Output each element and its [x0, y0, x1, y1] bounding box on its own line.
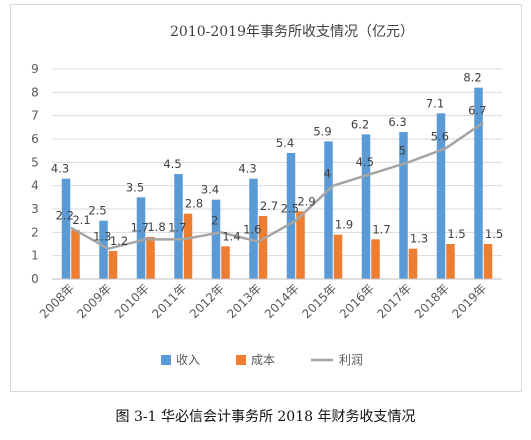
data-label-profit: 6.7 — [468, 104, 486, 118]
data-label-income: 5.4 — [276, 136, 294, 150]
data-label-income: 3.4 — [201, 183, 219, 197]
x-tick-label: 2015年 — [299, 281, 339, 321]
bar-cost — [258, 216, 268, 279]
data-label-cost: 1.3 — [410, 232, 428, 246]
data-label-cost: 1.8 — [147, 220, 165, 234]
bar-income — [436, 113, 446, 279]
data-label-cost: 1.5 — [447, 227, 465, 241]
data-label-profit: 5 — [399, 143, 406, 157]
y-tick-label: 3 — [31, 202, 39, 216]
bar-income — [399, 132, 408, 279]
data-label-profit: 2.2 — [56, 209, 74, 223]
data-label-cost: 2.7 — [260, 199, 278, 213]
data-label-income: 4.5 — [163, 157, 181, 171]
bar-cost — [483, 244, 493, 279]
data-label-profit: 2.5 — [281, 202, 299, 216]
data-label-income: 2.5 — [88, 204, 106, 218]
data-label-profit: 4.5 — [356, 155, 374, 169]
y-tick-label: 6 — [31, 132, 39, 146]
data-label-cost: 1.4 — [222, 229, 240, 243]
x-tick-label: 2016年 — [337, 281, 377, 321]
bar-income — [361, 134, 371, 279]
legend-label: 收入 — [176, 353, 200, 367]
data-label-cost: 2.8 — [185, 197, 203, 211]
bar-income — [211, 199, 221, 279]
x-tick-label: 2008年 — [37, 281, 77, 321]
bar-cost — [183, 213, 193, 279]
data-label-profit: 1.7 — [168, 220, 186, 234]
bar-income — [286, 153, 296, 279]
bar-income — [61, 178, 71, 279]
x-tick-label: 2010年 — [112, 281, 152, 321]
bar-income — [474, 87, 483, 280]
x-tick-label: 2011年 — [149, 281, 189, 321]
chart-title: 2010-2019年事务所收支情况（亿元） — [170, 24, 414, 40]
y-tick-label: 4 — [31, 179, 39, 193]
bar-income — [249, 178, 258, 279]
data-label-income: 3.5 — [126, 180, 144, 194]
bar-income — [136, 197, 146, 279]
legend-swatch-income — [161, 355, 171, 365]
data-label-profit: 1.6 — [243, 223, 261, 237]
chart-svg: 2010-2019年事务所收支情况（亿元） 0 1 2 3 4 5 6 7 8 9 4.3 2.5 3.5… — [31, 24, 503, 367]
data-label-profit: 1.7 — [131, 220, 149, 234]
bar-cost — [146, 237, 155, 279]
bar-income — [324, 141, 333, 279]
x-tick-label: 2018年 — [412, 281, 452, 321]
figure-caption: 图 3-1 华必信会计事务所 2018 年财务收支情况 — [115, 409, 416, 425]
bar-cost — [108, 251, 118, 279]
bar-income — [174, 174, 183, 279]
x-tick-label: 2012年 — [187, 281, 227, 321]
bar-cost — [71, 230, 80, 279]
legend-label: 成本 — [251, 353, 275, 367]
data-label-income: 7.1 — [426, 96, 444, 110]
y-tick-label: 0 — [31, 272, 39, 286]
legend-label: 利润 — [339, 353, 363, 367]
data-label-cost: 1.7 — [372, 222, 390, 236]
data-label-cost: 1.9 — [335, 218, 353, 232]
bar-income — [99, 220, 108, 279]
data-label-profit: 1.3 — [93, 230, 111, 244]
x-tick-label: 2017年 — [374, 281, 414, 321]
x-tick-label: 2019年 — [449, 281, 489, 321]
data-label-cost: 2.9 — [297, 194, 315, 208]
data-label-profit: 5.6 — [431, 129, 449, 143]
y-tick-label: 1 — [31, 249, 39, 263]
data-label-income: 5.9 — [313, 124, 331, 138]
y-tick-label: 8 — [31, 85, 39, 99]
data-label-cost: 1.2 — [110, 234, 128, 248]
x-tick-label: 2009年 — [74, 281, 114, 321]
data-label-cost: 1.5 — [485, 227, 503, 241]
y-tick-label: 5 — [31, 155, 39, 169]
bar-cost — [371, 239, 380, 279]
data-label-income: 6.3 — [388, 115, 406, 129]
legend-swatch-cost — [236, 355, 246, 365]
line-profit — [70, 121, 484, 250]
y-tick-label: 7 — [31, 109, 39, 123]
bar-cost — [221, 246, 230, 279]
data-label-income: 4.3 — [238, 162, 256, 176]
bar-cost — [408, 248, 418, 279]
data-label-income: 4.3 — [51, 162, 69, 176]
data-label-income: 6.2 — [351, 117, 369, 131]
data-label-income: 8.2 — [463, 71, 481, 85]
data-label-cost: 2.1 — [72, 213, 90, 227]
x-tick-label: 2014年 — [262, 281, 302, 321]
bar-cost — [446, 244, 455, 279]
chart-frame: 2010-2019年事务所收支情况（亿元） 0 1 2 3 4 5 6 7 8 9 4.3 2.5 3.5… — [10, 4, 522, 392]
x-tick-label: 2013年 — [224, 281, 264, 321]
y-tick-label: 2 — [31, 225, 39, 239]
y-tick-label: 9 — [31, 62, 39, 76]
data-label-profit: 2 — [211, 213, 218, 227]
data-label-profit: 4 — [324, 167, 331, 181]
bar-cost — [333, 234, 343, 279]
bar-cost — [296, 211, 305, 279]
